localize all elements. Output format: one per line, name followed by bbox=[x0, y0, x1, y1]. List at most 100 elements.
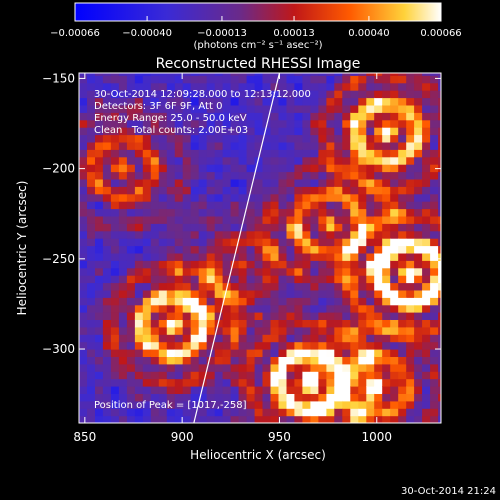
heatmap-cell bbox=[342, 223, 351, 232]
heatmap-cell bbox=[398, 282, 407, 291]
heatmap-cell bbox=[374, 252, 383, 261]
heatmap-cell bbox=[142, 275, 152, 284]
heatmap-cell bbox=[126, 252, 136, 261]
heatmap-cell bbox=[294, 304, 303, 313]
heatmap-cell bbox=[406, 149, 415, 158]
heatmap-cell bbox=[422, 90, 431, 99]
heatmap-cell bbox=[406, 223, 415, 232]
heatmap-cell bbox=[406, 319, 415, 328]
heatmap-cell bbox=[222, 104, 232, 113]
heatmap-cell bbox=[286, 149, 296, 158]
heatmap-cell bbox=[134, 304, 144, 313]
heatmap-cell bbox=[430, 149, 439, 158]
heatmap-cell bbox=[214, 186, 224, 195]
heatmap-cell bbox=[326, 215, 335, 224]
heatmap-cell bbox=[230, 275, 240, 284]
heatmap-cell bbox=[222, 304, 232, 313]
heatmap-cell bbox=[118, 267, 128, 276]
heatmap-cell bbox=[182, 297, 192, 306]
heatmap-cell bbox=[398, 119, 407, 128]
heatmap-cell bbox=[414, 238, 423, 247]
heatmap-cell bbox=[390, 164, 399, 173]
heatmap-cell bbox=[246, 304, 256, 313]
heatmap-cell bbox=[294, 171, 303, 180]
heatmap-cell bbox=[126, 90, 136, 99]
heatmap-cell bbox=[222, 178, 232, 187]
heatmap-cell bbox=[174, 134, 184, 143]
heatmap-cell bbox=[438, 90, 441, 99]
heatmap-cell bbox=[422, 223, 431, 232]
heatmap-cell bbox=[246, 208, 256, 217]
heatmap-cell bbox=[326, 141, 335, 150]
heatmap-cell bbox=[87, 223, 96, 232]
heatmap-cell bbox=[174, 334, 184, 343]
heatmap-cell bbox=[254, 386, 264, 394]
heatmap-cell bbox=[374, 289, 383, 298]
heatmap-cell bbox=[126, 223, 136, 232]
heatmap-cell bbox=[270, 393, 280, 402]
heatmap-cell bbox=[158, 201, 168, 210]
heatmap-cell bbox=[350, 164, 359, 173]
heatmap-cell bbox=[134, 238, 144, 247]
heatmap-cell bbox=[286, 73, 296, 76]
heatmap-cell bbox=[358, 223, 367, 232]
heatmap-cell bbox=[79, 171, 88, 180]
heatmap-cell bbox=[286, 297, 296, 306]
heatmap-cell bbox=[438, 312, 441, 320]
heatmap-cell bbox=[102, 73, 112, 76]
heatmap-cell bbox=[158, 260, 168, 269]
heatmap-cell bbox=[422, 97, 431, 106]
heatmap-cell bbox=[262, 245, 272, 254]
heatmap-cell bbox=[302, 267, 311, 276]
heatmap-cell bbox=[350, 312, 359, 320]
heatmap-cell bbox=[79, 134, 88, 143]
heatmap-cell bbox=[126, 393, 136, 402]
heatmap-cell bbox=[254, 393, 264, 402]
heatmap-cell bbox=[214, 245, 224, 254]
heatmap-cell bbox=[158, 334, 168, 343]
heatmap-cell bbox=[174, 149, 184, 158]
heatmap-cell bbox=[334, 371, 343, 380]
heatmap-cell bbox=[334, 400, 343, 409]
heatmap-cell bbox=[374, 363, 383, 372]
heatmap-cell bbox=[222, 193, 232, 202]
heatmap-cell bbox=[95, 178, 104, 187]
heatmap-cell bbox=[142, 326, 152, 335]
heatmap-cell bbox=[286, 267, 296, 276]
heatmap-cell bbox=[430, 97, 439, 106]
heatmap-cell bbox=[326, 208, 335, 217]
heatmap-cell bbox=[398, 215, 407, 224]
heatmap-cell bbox=[278, 297, 288, 306]
heatmap-cell bbox=[318, 238, 327, 247]
heatmap-cell bbox=[190, 193, 200, 202]
heatmap-cell bbox=[254, 127, 264, 136]
heatmap-cell bbox=[182, 289, 192, 298]
heatmap-cell bbox=[350, 127, 359, 136]
heatmap-cell bbox=[87, 75, 96, 84]
heatmap-cell bbox=[158, 297, 168, 306]
heatmap-cell bbox=[222, 119, 232, 128]
heatmap-cell bbox=[262, 127, 272, 136]
heatmap-cell bbox=[366, 73, 375, 76]
heatmap-cell bbox=[310, 289, 319, 298]
heatmap-cell bbox=[358, 112, 367, 121]
heatmap-cell bbox=[406, 112, 415, 121]
heatmap-cell bbox=[95, 363, 104, 372]
heatmap-cell bbox=[406, 156, 415, 165]
heatmap-cell bbox=[246, 178, 256, 187]
heatmap-cell bbox=[238, 349, 248, 357]
heatmap-cell bbox=[158, 326, 168, 335]
heatmap-cell bbox=[318, 400, 327, 409]
colorbar-tick-label: −0.00066 bbox=[50, 28, 100, 39]
heatmap-cell bbox=[238, 415, 248, 423]
heatmap-cell bbox=[126, 215, 136, 224]
heatmap-cell bbox=[414, 267, 423, 276]
heatmap-cell bbox=[134, 230, 144, 239]
heatmap-cell bbox=[246, 171, 256, 180]
heatmap-cell bbox=[310, 201, 319, 210]
heatmap-cell bbox=[174, 127, 184, 136]
heatmap-cell bbox=[110, 186, 120, 195]
heatmap-cell bbox=[430, 312, 439, 320]
heatmap-cell bbox=[246, 371, 256, 380]
heatmap-cell bbox=[326, 400, 335, 409]
